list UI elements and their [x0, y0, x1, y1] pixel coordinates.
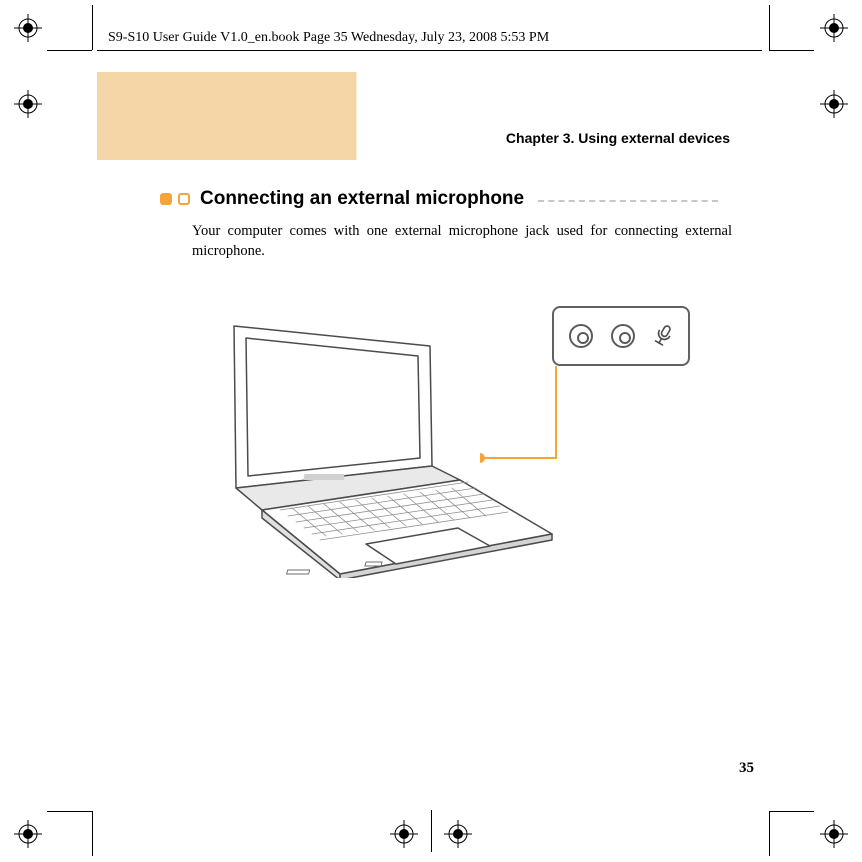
audio-jack-icon [569, 324, 593, 348]
doc-meta-line: S9-S10 User Guide V1.0_en.book Page 35 W… [108, 30, 549, 46]
reg-mark-icon [820, 14, 848, 42]
crop-line [47, 811, 92, 812]
crop-line [92, 811, 93, 856]
bullet-icon [178, 193, 190, 205]
reg-mark-icon [14, 90, 42, 118]
audio-jack-icon [611, 324, 635, 348]
crop-line [769, 811, 814, 812]
callout-leader [480, 366, 630, 466]
heading-dash-rule [538, 200, 718, 202]
callout-zoom-box [552, 306, 690, 366]
chapter-header-band: Chapter 3. Using external devices [97, 72, 762, 160]
reg-mark-icon [14, 820, 42, 848]
crop-line [92, 5, 93, 50]
section-heading-row: Connecting an external microphone [160, 188, 718, 210]
meta-underline [97, 50, 762, 51]
reg-mark-icon [14, 14, 42, 42]
bullet-icon [160, 193, 172, 205]
body-paragraph: Your computer comes with one external mi… [192, 222, 732, 261]
crop-line [769, 811, 770, 856]
section-heading: Connecting an external microphone [200, 188, 524, 210]
microphone-icon [653, 324, 673, 348]
crop-line [769, 5, 770, 50]
crop-line [431, 810, 432, 852]
illustration [200, 306, 700, 586]
reg-mark-icon [820, 820, 848, 848]
crop-line [47, 50, 92, 51]
crop-line [769, 50, 814, 51]
reg-mark-icon [390, 820, 418, 848]
reg-mark-icon [820, 90, 848, 118]
page-number: 35 [739, 760, 754, 777]
chapter-title: Chapter 3. Using external devices [506, 130, 730, 146]
reg-mark-icon [444, 820, 472, 848]
